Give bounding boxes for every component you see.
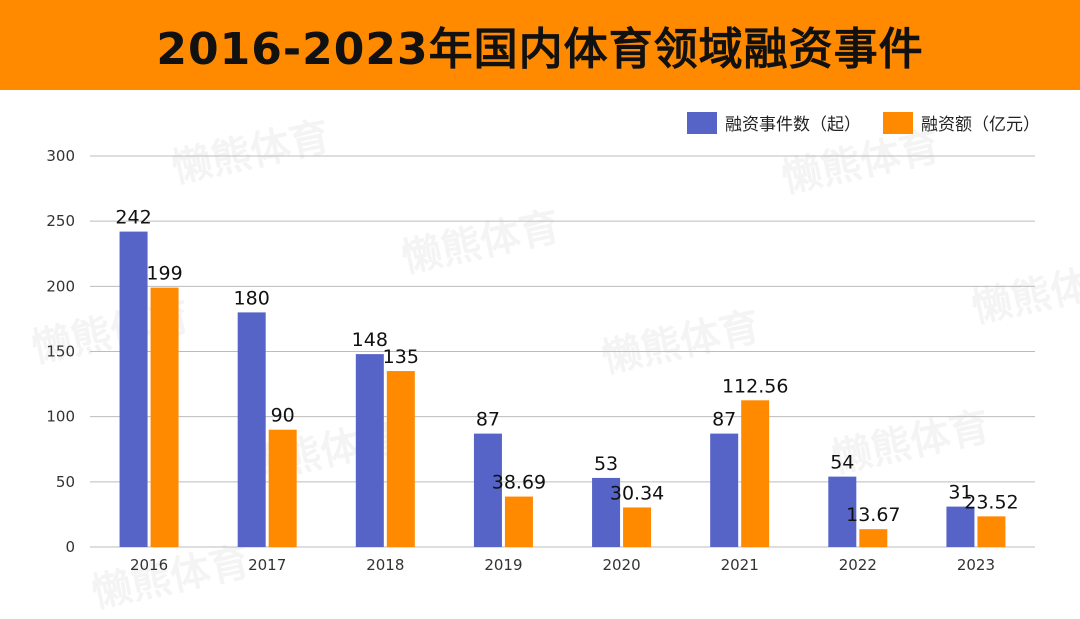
data-label: 13.67 bbox=[846, 504, 900, 526]
bar-events bbox=[946, 506, 975, 547]
bar-amount bbox=[977, 516, 1006, 547]
x-tick-label: 2018 bbox=[366, 556, 404, 574]
bar-events bbox=[828, 476, 857, 547]
bar-amount bbox=[623, 507, 652, 547]
legend-swatch-events bbox=[687, 111, 717, 134]
data-label: 90 bbox=[271, 405, 295, 427]
data-label: 135 bbox=[383, 346, 419, 368]
legend-label-events: 融资事件数（起） bbox=[725, 115, 861, 135]
x-tick-label: 2017 bbox=[248, 556, 286, 574]
x-tick-label: 2020 bbox=[602, 556, 640, 574]
chart-legend: 融资事件数（起） 融资额（亿元） bbox=[687, 110, 1040, 135]
y-tick-label: 150 bbox=[46, 343, 75, 361]
data-label: 242 bbox=[115, 207, 151, 229]
y-tick-label: 200 bbox=[46, 277, 75, 295]
y-tick-label: 0 bbox=[65, 538, 75, 556]
x-tick-label: 2019 bbox=[484, 556, 522, 574]
data-label: 38.69 bbox=[492, 472, 546, 494]
bar-amount bbox=[859, 529, 888, 547]
y-tick-label: 100 bbox=[46, 408, 75, 426]
bar-amount bbox=[150, 287, 179, 547]
bar-events bbox=[119, 231, 148, 548]
data-label: 54 bbox=[830, 452, 854, 474]
y-tick-label: 300 bbox=[46, 147, 75, 165]
data-label: 199 bbox=[146, 263, 182, 285]
legend-swatch-amount bbox=[883, 111, 913, 134]
x-tick-label: 2022 bbox=[839, 556, 877, 574]
x-tick-label: 2016 bbox=[130, 556, 168, 574]
data-label: 53 bbox=[594, 453, 618, 475]
y-tick-label: 50 bbox=[56, 473, 75, 491]
data-label: 87 bbox=[712, 409, 736, 431]
bar-amount bbox=[504, 496, 533, 547]
data-label: 23.52 bbox=[964, 491, 1018, 513]
legend-item-amount: 融资额（亿元） bbox=[883, 110, 1040, 135]
x-tick-label: 2023 bbox=[957, 556, 995, 574]
page-title: 2016-2023年国内体育领域融资事件 bbox=[156, 24, 924, 75]
data-label: 180 bbox=[234, 287, 270, 309]
bar-amount bbox=[268, 429, 297, 547]
bar-events bbox=[592, 477, 621, 547]
title-banner: 2016-2023年国内体育领域融资事件 bbox=[0, 0, 1080, 90]
data-label: 148 bbox=[352, 329, 388, 351]
y-tick-label: 250 bbox=[46, 212, 75, 230]
bar-events bbox=[710, 433, 739, 547]
legend-label-amount: 融资额（亿元） bbox=[921, 115, 1040, 135]
data-label: 31 bbox=[948, 482, 972, 504]
data-label: 87 bbox=[476, 409, 500, 431]
x-tick-label: 2021 bbox=[721, 556, 759, 574]
bar-amount bbox=[386, 371, 415, 547]
data-label: 30.34 bbox=[610, 482, 664, 504]
data-label: 112.56 bbox=[722, 375, 788, 397]
bar-events bbox=[355, 354, 384, 547]
bar-amount bbox=[741, 400, 770, 547]
legend-item-events: 融资事件数（起） bbox=[687, 110, 861, 135]
bar-events bbox=[473, 433, 502, 547]
bar-events bbox=[237, 312, 266, 547]
